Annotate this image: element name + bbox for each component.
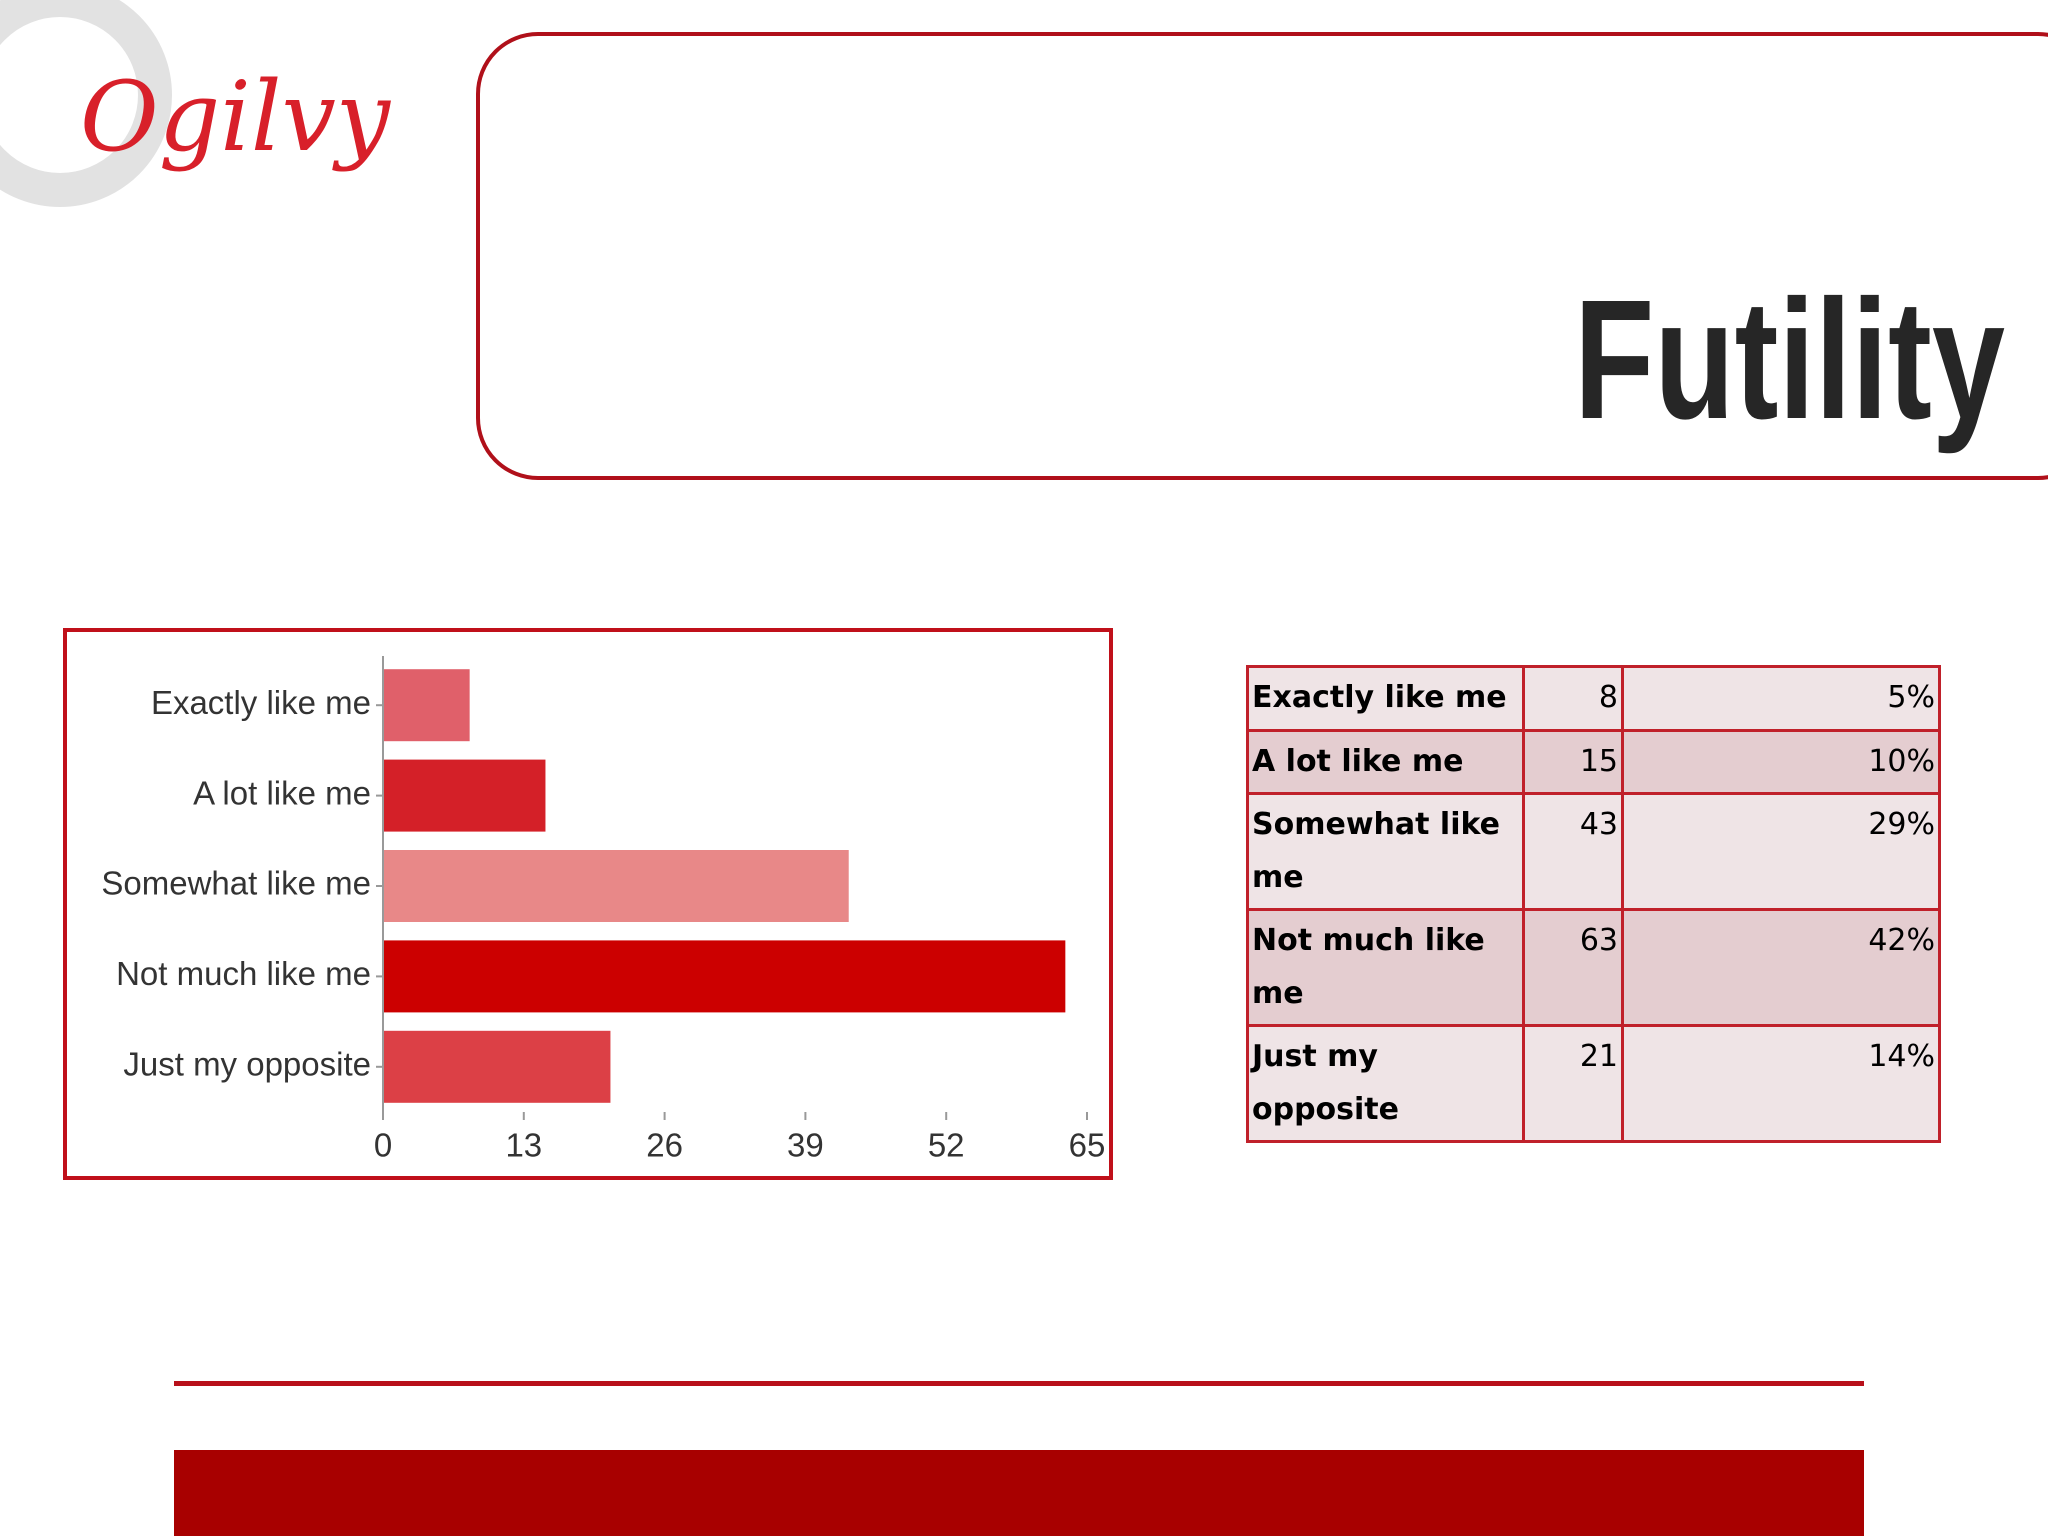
table-row: Not much like me 63 42% bbox=[1246, 908, 1941, 1027]
bar bbox=[383, 669, 470, 742]
table-cell: Not much like me bbox=[1246, 908, 1525, 1027]
y-tick-label: Not much like me bbox=[116, 955, 371, 992]
table-row: Just my opposite 21 14% bbox=[1246, 1024, 1941, 1143]
table-cell: Exactly like me bbox=[1246, 665, 1525, 732]
y-tick-label: Just my opposite bbox=[123, 1046, 371, 1083]
x-tick-label: 0 bbox=[374, 1127, 392, 1164]
y-tick-label: Exactly like me bbox=[151, 684, 371, 721]
slide-title: Futility bbox=[1574, 265, 2005, 455]
table-cell: 21 bbox=[1522, 1024, 1624, 1143]
table-cell: 14% bbox=[1621, 1024, 1941, 1143]
table-row: Somewhat like me 43 29% bbox=[1246, 792, 1941, 911]
logo: Ogilvy bbox=[80, 61, 392, 173]
table-row: Exactly like me 8 5% bbox=[1246, 665, 1941, 732]
table-cell: 8 bbox=[1522, 665, 1624, 732]
table-cell: Somewhat like me bbox=[1246, 792, 1525, 911]
table-cell: A lot like me bbox=[1246, 728, 1525, 795]
x-tick-label: 13 bbox=[505, 1127, 542, 1164]
data-table: Exactly like me 8 5% A lot like me 15 10% Some… bbox=[1246, 665, 1941, 1143]
x-tick-label: 26 bbox=[646, 1127, 683, 1164]
x-tick-label: 65 bbox=[1069, 1127, 1106, 1164]
table-row: A lot like me 15 10% bbox=[1246, 728, 1941, 795]
x-tick-label: 39 bbox=[787, 1127, 824, 1164]
bar bbox=[383, 940, 1066, 1013]
y-tick-label: A lot like me bbox=[193, 774, 371, 811]
table-cell: 43 bbox=[1522, 792, 1624, 911]
plot: Exactly like me A lot like me Somewhat lik… bbox=[101, 656, 1105, 1164]
table-cell: 29% bbox=[1621, 792, 1941, 911]
bar bbox=[383, 850, 849, 922]
title-box bbox=[476, 32, 2048, 480]
table-cell: 5% bbox=[1621, 665, 1941, 732]
logo-ring bbox=[0, 0, 172, 207]
table-cell: 63 bbox=[1522, 908, 1624, 1027]
bar bbox=[383, 759, 546, 832]
footer-bar bbox=[174, 1450, 1864, 1536]
divider bbox=[174, 1381, 1864, 1386]
y-tick-label: Somewhat like me bbox=[101, 865, 371, 902]
table-cell: 10% bbox=[1621, 728, 1941, 795]
table-cell: 42% bbox=[1621, 908, 1941, 1027]
table-cell: Just my opposite bbox=[1246, 1024, 1525, 1143]
table-cell: 15 bbox=[1522, 728, 1624, 795]
bar bbox=[383, 1030, 611, 1103]
x-tick-label: 52 bbox=[928, 1127, 965, 1164]
